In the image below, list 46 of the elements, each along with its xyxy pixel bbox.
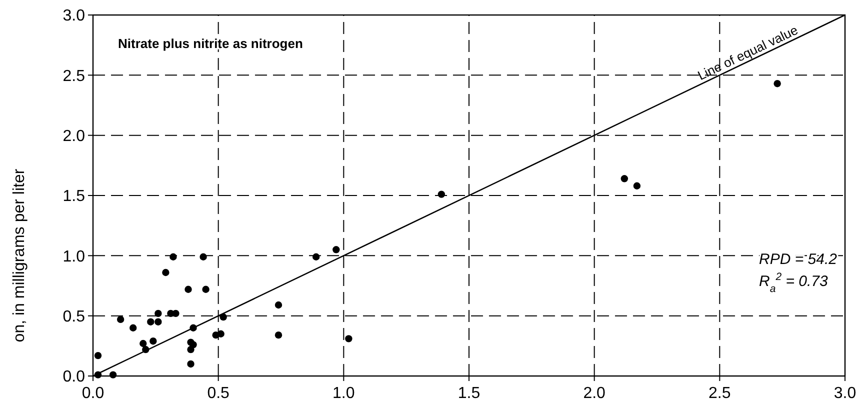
point <box>184 286 192 293</box>
x-tick-label: 0.5 <box>207 385 230 402</box>
point <box>274 301 282 309</box>
point <box>140 340 147 348</box>
x-tick-label: 2.5 <box>708 385 731 402</box>
y-tick-label: 1.5 <box>62 188 86 206</box>
point <box>312 253 320 260</box>
point <box>170 253 177 260</box>
y-tick-label: 3.0 <box>62 8 86 25</box>
x-tick-label: 2.0 <box>583 385 606 402</box>
point <box>162 268 170 276</box>
point <box>774 80 781 88</box>
point <box>345 335 352 342</box>
point <box>147 318 154 326</box>
point <box>94 352 102 360</box>
point <box>200 253 207 260</box>
annotation: R$_{a}$$^{2}$ = 0.73 <box>759 271 828 296</box>
y-tick-label: 2.5 <box>62 68 86 85</box>
x-tick-label: 0.0 <box>82 385 104 402</box>
point <box>274 331 282 339</box>
point <box>332 246 340 254</box>
point <box>190 341 197 348</box>
point <box>187 360 194 368</box>
point <box>217 330 224 338</box>
annotation: RPD = 54.2 <box>759 251 838 268</box>
point <box>154 310 162 318</box>
x-tick-label: 1.0 <box>332 385 355 402</box>
point <box>116 316 124 324</box>
point <box>150 338 157 345</box>
x-tick-label: 3.0 <box>834 385 856 402</box>
y-tick-label: 0.5 <box>62 308 86 326</box>
x-tick-label: 1.5 <box>458 385 480 402</box>
point <box>154 318 162 326</box>
y-axis-title: on, in milligrams per liter <box>11 168 28 342</box>
point <box>438 190 446 198</box>
point <box>620 175 628 182</box>
point <box>220 313 227 321</box>
point <box>109 371 117 378</box>
y-tick-label: 2.0 <box>62 128 86 145</box>
y-tick-label: 1.0 <box>62 248 86 266</box>
point <box>202 286 210 293</box>
y-tick-label: 0.0 <box>62 368 86 386</box>
annotation: Line of equal value <box>695 22 800 84</box>
point <box>633 182 641 190</box>
point <box>130 324 137 332</box>
point <box>172 310 180 318</box>
